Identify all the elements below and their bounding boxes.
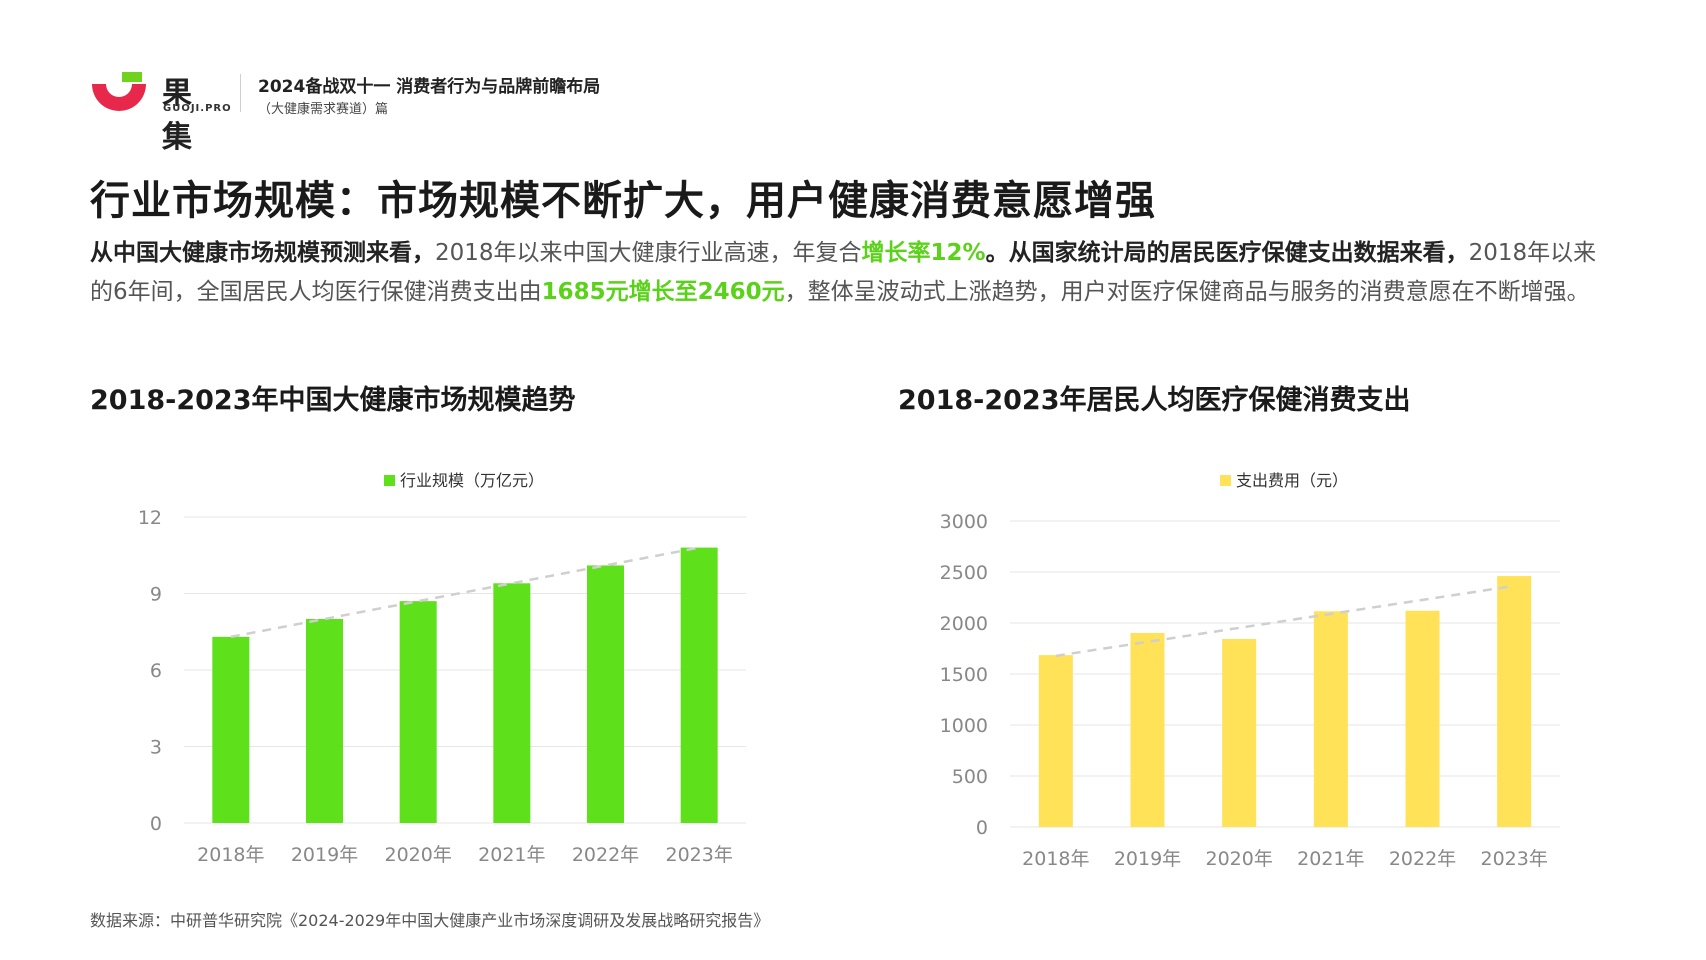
- health-spending-ytick-label: 0: [976, 817, 988, 839]
- data-source: 数据来源：中研普华研究院《2024-2029年中国大健康产业市场深度调研及发展战…: [90, 911, 770, 930]
- health-spending-xtick-label: 2022年: [1389, 848, 1456, 870]
- summary-highlight: 1685元增长至2460元: [541, 279, 785, 305]
- market-size-bar: [587, 565, 624, 823]
- health-spending-xtick-label: 2023年: [1480, 848, 1547, 870]
- brand-name: 果集: [162, 76, 194, 155]
- health-spending-bar: [1497, 576, 1532, 827]
- market-size-ytick-label: 9: [150, 584, 162, 606]
- health-spending-xtick-label: 2021年: [1297, 848, 1364, 870]
- summary-lead: 。从国家统计局的居民医疗保健支出数据来看，: [985, 240, 1469, 266]
- report-subtitle: （大健康需求赛道）篇: [258, 102, 389, 117]
- market-size-ytick-label: 12: [138, 507, 162, 529]
- health-spending-bar: [1222, 639, 1257, 827]
- market-size-bar: [680, 547, 718, 823]
- page-title: 行业市场规模：市场规模不断扩大，用户健康消费意愿增强: [90, 178, 1156, 224]
- guoji-logo-icon: [92, 72, 146, 111]
- health-spending-ytick-label: 2000: [940, 613, 988, 635]
- market-size-bar: [399, 601, 437, 823]
- brand-name-en: GUOJI.PRO: [163, 103, 232, 114]
- market-size-bar: [212, 636, 250, 823]
- market-size-ytick-label: 3: [150, 737, 162, 759]
- health-spending-bar: [1405, 610, 1440, 827]
- health-spending-ytick-label: 500: [952, 766, 988, 788]
- market-size-xtick-label: 2020年: [384, 844, 451, 866]
- report-title: 2024备战双十一 消费者行为与品牌前瞻布局: [258, 77, 601, 97]
- health-spending-legend-swatch: [1220, 475, 1231, 486]
- summary-highlight: 增长率12%: [861, 240, 986, 266]
- health-spending-ytick-label: 2500: [940, 562, 988, 584]
- health-spending-ytick-label: 1000: [940, 715, 988, 737]
- health-spending-xtick-label: 2018年: [1022, 848, 1089, 870]
- summary-text: 2018年以来中国大健康行业高速，年复合: [435, 240, 862, 266]
- health-spending-legend-label: 支出费用（元）: [1236, 471, 1348, 490]
- market-size-xtick-label: 2019年: [291, 844, 358, 866]
- market-size-chart: 行业规模（万亿元） 0 3 6 9 12 2018年 2019年 2020年 2021年 2022年…: [138, 471, 746, 866]
- summary-text: ，整体呈波动式上涨趋势，用户对医疗保健商品与服务的消费意愿在不断增强。: [784, 279, 1590, 305]
- health-spending-trendline: [1055, 584, 1515, 658]
- chart-title-market-size: 2018-2023年中国大健康市场规模趋势: [90, 385, 576, 416]
- market-size-xtick-label: 2023年: [665, 844, 732, 866]
- health-spending-ytick-label: 3000: [940, 511, 988, 533]
- market-size-xtick-label: 2022年: [572, 844, 639, 866]
- summary-text: 2018年以来的6年间，全国居民人均医行保健消费支出由: [90, 240, 1597, 305]
- health-spending-bar: [1313, 611, 1348, 827]
- market-size-legend-label: 行业规模（万亿元）: [400, 471, 544, 490]
- summary-lead: 从中国大健康市场规模预测来看，: [90, 240, 435, 266]
- health-spending-xtick-label: 2020年: [1205, 848, 1272, 870]
- market-size-xtick-label: 2018年: [197, 844, 264, 866]
- market-size-bar: [306, 619, 343, 823]
- chart-title-health-spending: 2018-2023年居民人均医疗保健消费支出: [898, 385, 1411, 416]
- market-size-trendline: [230, 546, 700, 639]
- market-size-legend-swatch: [384, 475, 395, 486]
- summary-paragraph: 从中国大健康市场规模预测来看，2018年以来中国大健康行业高速，年复合增长率12…: [90, 234, 1615, 312]
- health-spending-ytick-label: 1500: [940, 664, 988, 686]
- market-size-xtick-label: 2021年: [478, 844, 545, 866]
- health-spending-bar: [1038, 655, 1073, 827]
- header-divider: [240, 74, 241, 112]
- health-spending-chart: 支出费用（元） 0 500 1000 1500 2000 2500 3000 2018年 2019…: [940, 471, 1560, 870]
- market-size-ytick-label: 6: [150, 660, 162, 682]
- market-size-bar: [493, 583, 531, 823]
- market-size-ytick-label: 0: [150, 813, 162, 835]
- health-spending-xtick-label: 2019年: [1114, 848, 1181, 870]
- health-spending-bar: [1130, 632, 1165, 827]
